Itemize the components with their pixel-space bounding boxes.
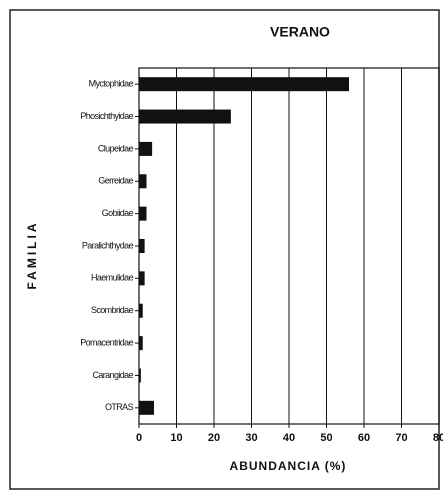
y-axis-label: FAMILIA	[25, 221, 39, 290]
bar	[139, 400, 154, 415]
bar	[139, 109, 231, 124]
bar	[139, 206, 147, 221]
x-tick-label: 30	[245, 432, 257, 444]
x-tick-label: 40	[283, 432, 295, 444]
bar	[139, 336, 143, 351]
y-tick-label: Gobiidae	[102, 208, 134, 218]
y-tick-label: Gerreidae	[98, 176, 133, 186]
y-tick-label: Pomacentridae	[80, 337, 133, 347]
y-tick-label: Clupeidae	[98, 143, 134, 153]
bar	[139, 239, 145, 253]
bar	[139, 174, 147, 189]
y-tick-label: Phosichthyidae	[80, 111, 133, 121]
bar	[139, 141, 153, 156]
y-tick-label: Paralichthydae	[82, 240, 134, 250]
x-tick-label: 20	[208, 432, 220, 444]
x-tick-label: 10	[170, 432, 182, 444]
y-tick-label: Myctophidae	[89, 79, 134, 89]
bar	[139, 368, 141, 383]
chart-title: VERANO	[270, 24, 330, 40]
y-tick-label: Carangidae	[92, 370, 133, 380]
x-tick-label: 0	[136, 432, 142, 444]
bar	[139, 271, 145, 286]
y-tick-label: OTRAS	[105, 402, 134, 412]
x-tick-label: 50	[320, 432, 332, 444]
bar	[139, 77, 349, 92]
bar	[139, 303, 143, 318]
x-tick-label: 70	[395, 432, 407, 444]
y-tick-label: Scombridae	[91, 305, 134, 315]
x-axis-label: ABUNDANCIA (%)	[230, 459, 347, 473]
x-tick-label: 80	[433, 432, 443, 444]
y-tick-label: Haemulidae	[91, 273, 134, 283]
x-tick-label: 60	[358, 432, 370, 444]
